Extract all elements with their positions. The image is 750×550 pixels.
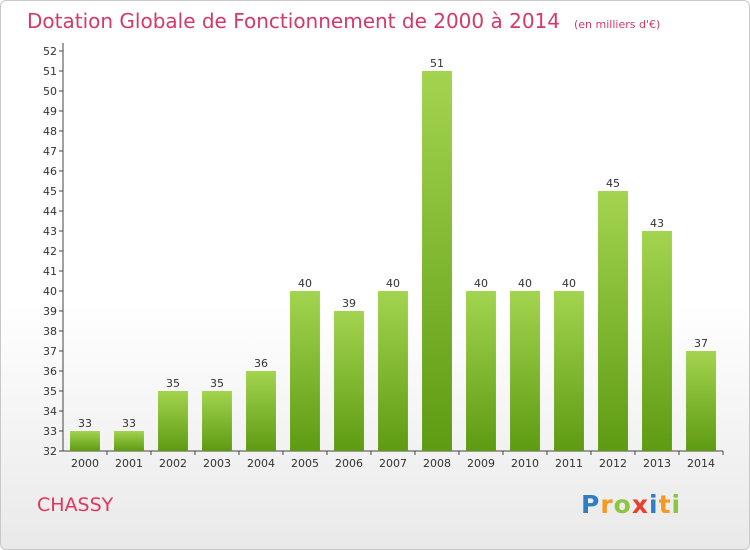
chart-subtitle: (en milliers d'€)	[574, 18, 661, 31]
y-tick-label: 41	[43, 265, 57, 278]
logo-letter: i	[649, 490, 659, 519]
logo-letter: o	[613, 490, 632, 519]
bar	[202, 391, 232, 451]
logo-letter: t	[658, 490, 672, 519]
x-tick-label: 2011	[555, 457, 583, 470]
logo-letter: i	[671, 490, 682, 519]
x-tick-label: 2000	[71, 457, 99, 470]
y-tick-label: 34	[43, 405, 57, 418]
bar	[686, 351, 716, 451]
chart-title-text: Dotation Globale de Fonctionnement de 20…	[27, 9, 560, 33]
bar	[466, 291, 496, 451]
bar	[554, 291, 584, 451]
y-tick-label: 39	[43, 305, 57, 318]
logo-letter: x	[631, 490, 649, 519]
bar	[114, 431, 144, 451]
logo-letter: P	[581, 490, 601, 519]
y-tick-label: 45	[43, 185, 57, 198]
x-tick-label: 2010	[511, 457, 539, 470]
bar-value-label: 51	[430, 57, 444, 70]
bar-value-label: 33	[122, 417, 136, 430]
y-tick-label: 43	[43, 225, 57, 238]
y-tick-label: 52	[43, 45, 57, 58]
bar	[642, 231, 672, 451]
x-tick-label: 2001	[115, 457, 143, 470]
x-tick-label: 2005	[291, 457, 319, 470]
x-tick-label: 2012	[599, 457, 627, 470]
y-tick-label: 44	[43, 205, 57, 218]
y-tick-label: 36	[43, 365, 57, 378]
bar-value-label: 33	[78, 417, 92, 430]
y-tick-label: 46	[43, 165, 57, 178]
bar-value-label: 40	[386, 277, 400, 290]
bar	[598, 191, 628, 451]
bar	[290, 291, 320, 451]
y-tick-label: 37	[43, 345, 57, 358]
x-tick-label: 2013	[643, 457, 671, 470]
y-tick-label: 40	[43, 285, 57, 298]
y-tick-label: 32	[43, 445, 57, 458]
bar-value-label: 40	[474, 277, 488, 290]
x-tick-label: 2006	[335, 457, 363, 470]
bar-value-label: 37	[694, 337, 708, 350]
bar-value-label: 35	[210, 377, 224, 390]
bar	[246, 371, 276, 451]
x-tick-label: 2009	[467, 457, 495, 470]
commune-name: CHASSY	[37, 494, 114, 516]
x-tick-label: 2008	[423, 457, 451, 470]
chart-title: Dotation Globale de Fonctionnement de 20…	[27, 9, 660, 33]
bar	[334, 311, 364, 451]
y-tick-label: 48	[43, 125, 57, 138]
bar-value-label: 43	[650, 217, 664, 230]
bar-value-label: 45	[606, 177, 620, 190]
y-tick-label: 35	[43, 385, 57, 398]
x-tick-label: 2003	[203, 457, 231, 470]
y-tick-label: 47	[43, 145, 57, 158]
y-tick-label: 42	[43, 245, 57, 258]
bar	[70, 431, 100, 451]
x-tick-label: 2014	[687, 457, 715, 470]
bar-value-label: 39	[342, 297, 356, 310]
bar-value-label: 35	[166, 377, 180, 390]
y-tick-label: 33	[43, 425, 57, 438]
bar-value-label: 36	[254, 357, 268, 370]
x-tick-label: 2004	[247, 457, 275, 470]
x-tick-label: 2002	[159, 457, 187, 470]
y-tick-label: 51	[43, 65, 57, 78]
bar	[422, 71, 452, 451]
bar-value-label: 40	[518, 277, 532, 290]
y-tick-label: 50	[43, 85, 57, 98]
logo-letter: r	[600, 490, 614, 519]
bar	[158, 391, 188, 451]
y-tick-label: 38	[43, 325, 57, 338]
proxiti-logo: Proxiti	[581, 490, 681, 519]
bar	[510, 291, 540, 451]
y-tick-label: 49	[43, 105, 57, 118]
bar	[378, 291, 408, 451]
x-tick-label: 2007	[379, 457, 407, 470]
bar-value-label: 40	[298, 277, 312, 290]
bar-value-label: 40	[562, 277, 576, 290]
